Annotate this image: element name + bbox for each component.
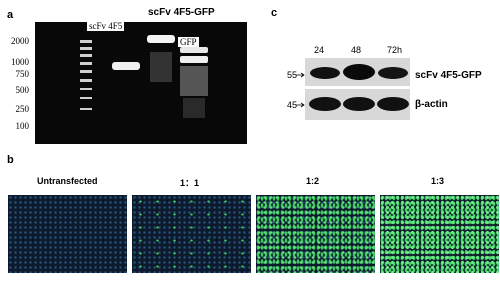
ladder-label: 250 bbox=[15, 104, 30, 114]
construct-title: scFv 4F5-GFP bbox=[148, 7, 215, 18]
timepoint-label: 24 bbox=[314, 45, 325, 55]
condition-label: Untransfected bbox=[37, 176, 98, 186]
ladder-label: 2000 bbox=[11, 36, 29, 46]
ladder-label: 500 bbox=[15, 85, 30, 95]
condition-label: 1:2 bbox=[306, 176, 320, 186]
marker-arrows bbox=[296, 72, 305, 108]
ladder-label: 1000 bbox=[11, 57, 29, 67]
marker-label: 45 bbox=[287, 100, 298, 110]
ladder-label: 750 bbox=[15, 69, 30, 79]
band-label: scFv 4F5-GFP bbox=[415, 70, 482, 81]
panel-label: c bbox=[271, 7, 278, 19]
lane-label: scFv 4F5 bbox=[87, 21, 125, 31]
condition-label: 1：1 bbox=[180, 178, 200, 188]
micrograph bbox=[8, 195, 127, 273]
micrograph bbox=[256, 195, 375, 273]
lane-label: GFP bbox=[178, 37, 199, 47]
western-blot bbox=[305, 58, 410, 120]
marker-label: 55 bbox=[287, 70, 298, 80]
gel-image bbox=[35, 22, 247, 144]
panel-label: a bbox=[7, 9, 14, 21]
timepoint-label: 72h bbox=[387, 45, 403, 55]
panel-label: b bbox=[7, 154, 14, 166]
micrograph bbox=[380, 195, 499, 273]
timepoint-label: 48 bbox=[351, 45, 362, 55]
micrograph bbox=[132, 195, 251, 273]
condition-label: 1:3 bbox=[431, 176, 445, 186]
ladder-label: 100 bbox=[15, 121, 30, 131]
band-label: β-actin bbox=[415, 99, 448, 110]
